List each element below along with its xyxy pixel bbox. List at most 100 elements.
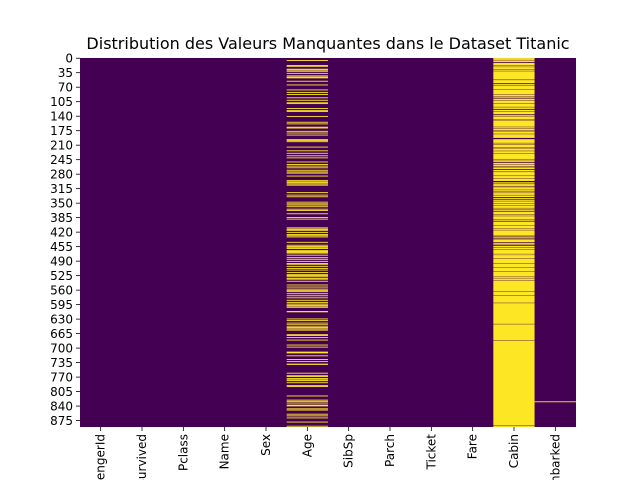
missing-cell-age (286, 172, 328, 174)
missing-cell-cabin (493, 58, 535, 59)
missing-cell-age (286, 161, 328, 163)
y-tick-label: 875 (50, 414, 73, 428)
missing-cell-cabin (493, 143, 535, 145)
missing-cell-age (286, 68, 328, 70)
missing-cell-cabin (493, 178, 535, 181)
missing-cell-age (286, 108, 328, 110)
missing-cell-cabin (493, 249, 535, 254)
missing-cell-age (286, 60, 328, 61)
missing-cell-age (286, 263, 328, 265)
missing-cell-age (286, 141, 328, 143)
missing-cell-age (286, 363, 328, 365)
y-tick-label: 560 (50, 283, 73, 297)
missing-cell-age (286, 421, 328, 423)
y-tick-label: 0 (65, 52, 73, 66)
missing-cell-age (286, 169, 328, 171)
missing-cell-cabin (493, 247, 535, 250)
missing-cell-cabin (493, 209, 535, 211)
missing-cell-age (286, 289, 328, 291)
missing-cell-age (286, 339, 328, 341)
missing-cell-cabin (493, 193, 535, 195)
missing-cell-age (286, 84, 328, 86)
missing-cell-age (286, 378, 328, 380)
missing-cell-cabin (493, 239, 535, 243)
missing-cell-age (286, 183, 328, 185)
missing-cell-age (286, 217, 328, 218)
missing-cell-age (286, 415, 328, 417)
missing-cell-age (286, 280, 328, 282)
missing-cell-age (286, 337, 328, 339)
column-parch (369, 58, 412, 427)
missing-cell-age (286, 65, 328, 67)
missing-cell-age (286, 103, 328, 105)
missing-cell-cabin (493, 258, 535, 264)
missing-cell-age (286, 250, 328, 252)
missing-cell-age (286, 175, 328, 177)
missing-cell-cabin (493, 59, 535, 61)
x-tick-label: Embarked (548, 434, 562, 480)
heatmap-cells (80, 58, 576, 427)
column-fare (452, 58, 494, 427)
missing-cell-cabin (493, 119, 535, 121)
missing-cell-age (286, 247, 328, 249)
missing-cell-cabin (493, 127, 535, 129)
missing-cell-cabin (493, 71, 535, 80)
missing-cell-age (286, 335, 328, 336)
missing-cell-cabin (493, 426, 535, 427)
missing-cell-age (286, 180, 328, 182)
missing-cell-cabin (493, 201, 535, 204)
missing-cell-cabin (493, 172, 535, 176)
missing-cell-cabin (493, 147, 535, 149)
missing-cell-cabin (493, 190, 535, 192)
missing-cell-age (286, 372, 328, 374)
column-name (204, 58, 246, 427)
missing-cell-cabin (493, 195, 535, 198)
missing-cell-age (286, 276, 328, 278)
missing-cell-cabin (493, 116, 535, 120)
missing-cell-cabin (493, 277, 535, 278)
missing-cell-cabin (493, 324, 535, 341)
missing-cell-age (286, 404, 328, 406)
missing-cell-age (286, 322, 328, 324)
missing-cell-age (286, 218, 328, 220)
missing-cell-age (286, 305, 328, 307)
missing-cell-age (286, 299, 328, 301)
missing-cell-age (286, 409, 328, 411)
missing-cell-age (286, 355, 328, 357)
missing-cell-cabin (493, 161, 535, 163)
missing-cell-cabin (493, 159, 535, 161)
missing-cell-cabin (493, 148, 535, 151)
missing-cell-cabin (493, 246, 535, 248)
missing-cell-cabin (493, 199, 535, 201)
y-tick-label: 665 (50, 327, 73, 341)
missing-cell-age (286, 209, 328, 211)
missing-cell-age (286, 375, 328, 377)
y-axis: 0357010514017521024528031535038542045549… (50, 52, 80, 428)
missing-cell-age (286, 227, 328, 229)
missing-cell-cabin (493, 151, 535, 154)
missing-cell-age (286, 380, 328, 382)
missing-cell-cabin (493, 120, 535, 127)
missing-cell-age (286, 258, 328, 260)
missing-cell-age (286, 155, 328, 157)
missing-cell-cabin (493, 230, 535, 236)
missing-cell-age (286, 286, 328, 288)
missing-cell-cabin (493, 254, 535, 256)
missing-cell-age (286, 272, 328, 274)
y-tick-label: 70 (58, 80, 73, 94)
missing-cell-cabin (493, 182, 535, 184)
missing-cell-age (286, 328, 328, 330)
missing-cell-age (286, 278, 328, 280)
missing-cell-age (286, 344, 328, 346)
missing-cell-age (286, 400, 328, 402)
missing-cell-age (286, 152, 328, 154)
y-tick-label: 245 (50, 153, 73, 167)
missing-cell-cabin (493, 303, 535, 324)
missing-cell-age (286, 229, 328, 231)
x-tick-label: Name (218, 434, 232, 469)
missing-cell-age (286, 324, 328, 326)
missing-cell-age (286, 236, 328, 238)
missing-cell-age (286, 182, 328, 184)
missing-cell-age (286, 359, 328, 360)
missing-cell-age (286, 303, 328, 305)
